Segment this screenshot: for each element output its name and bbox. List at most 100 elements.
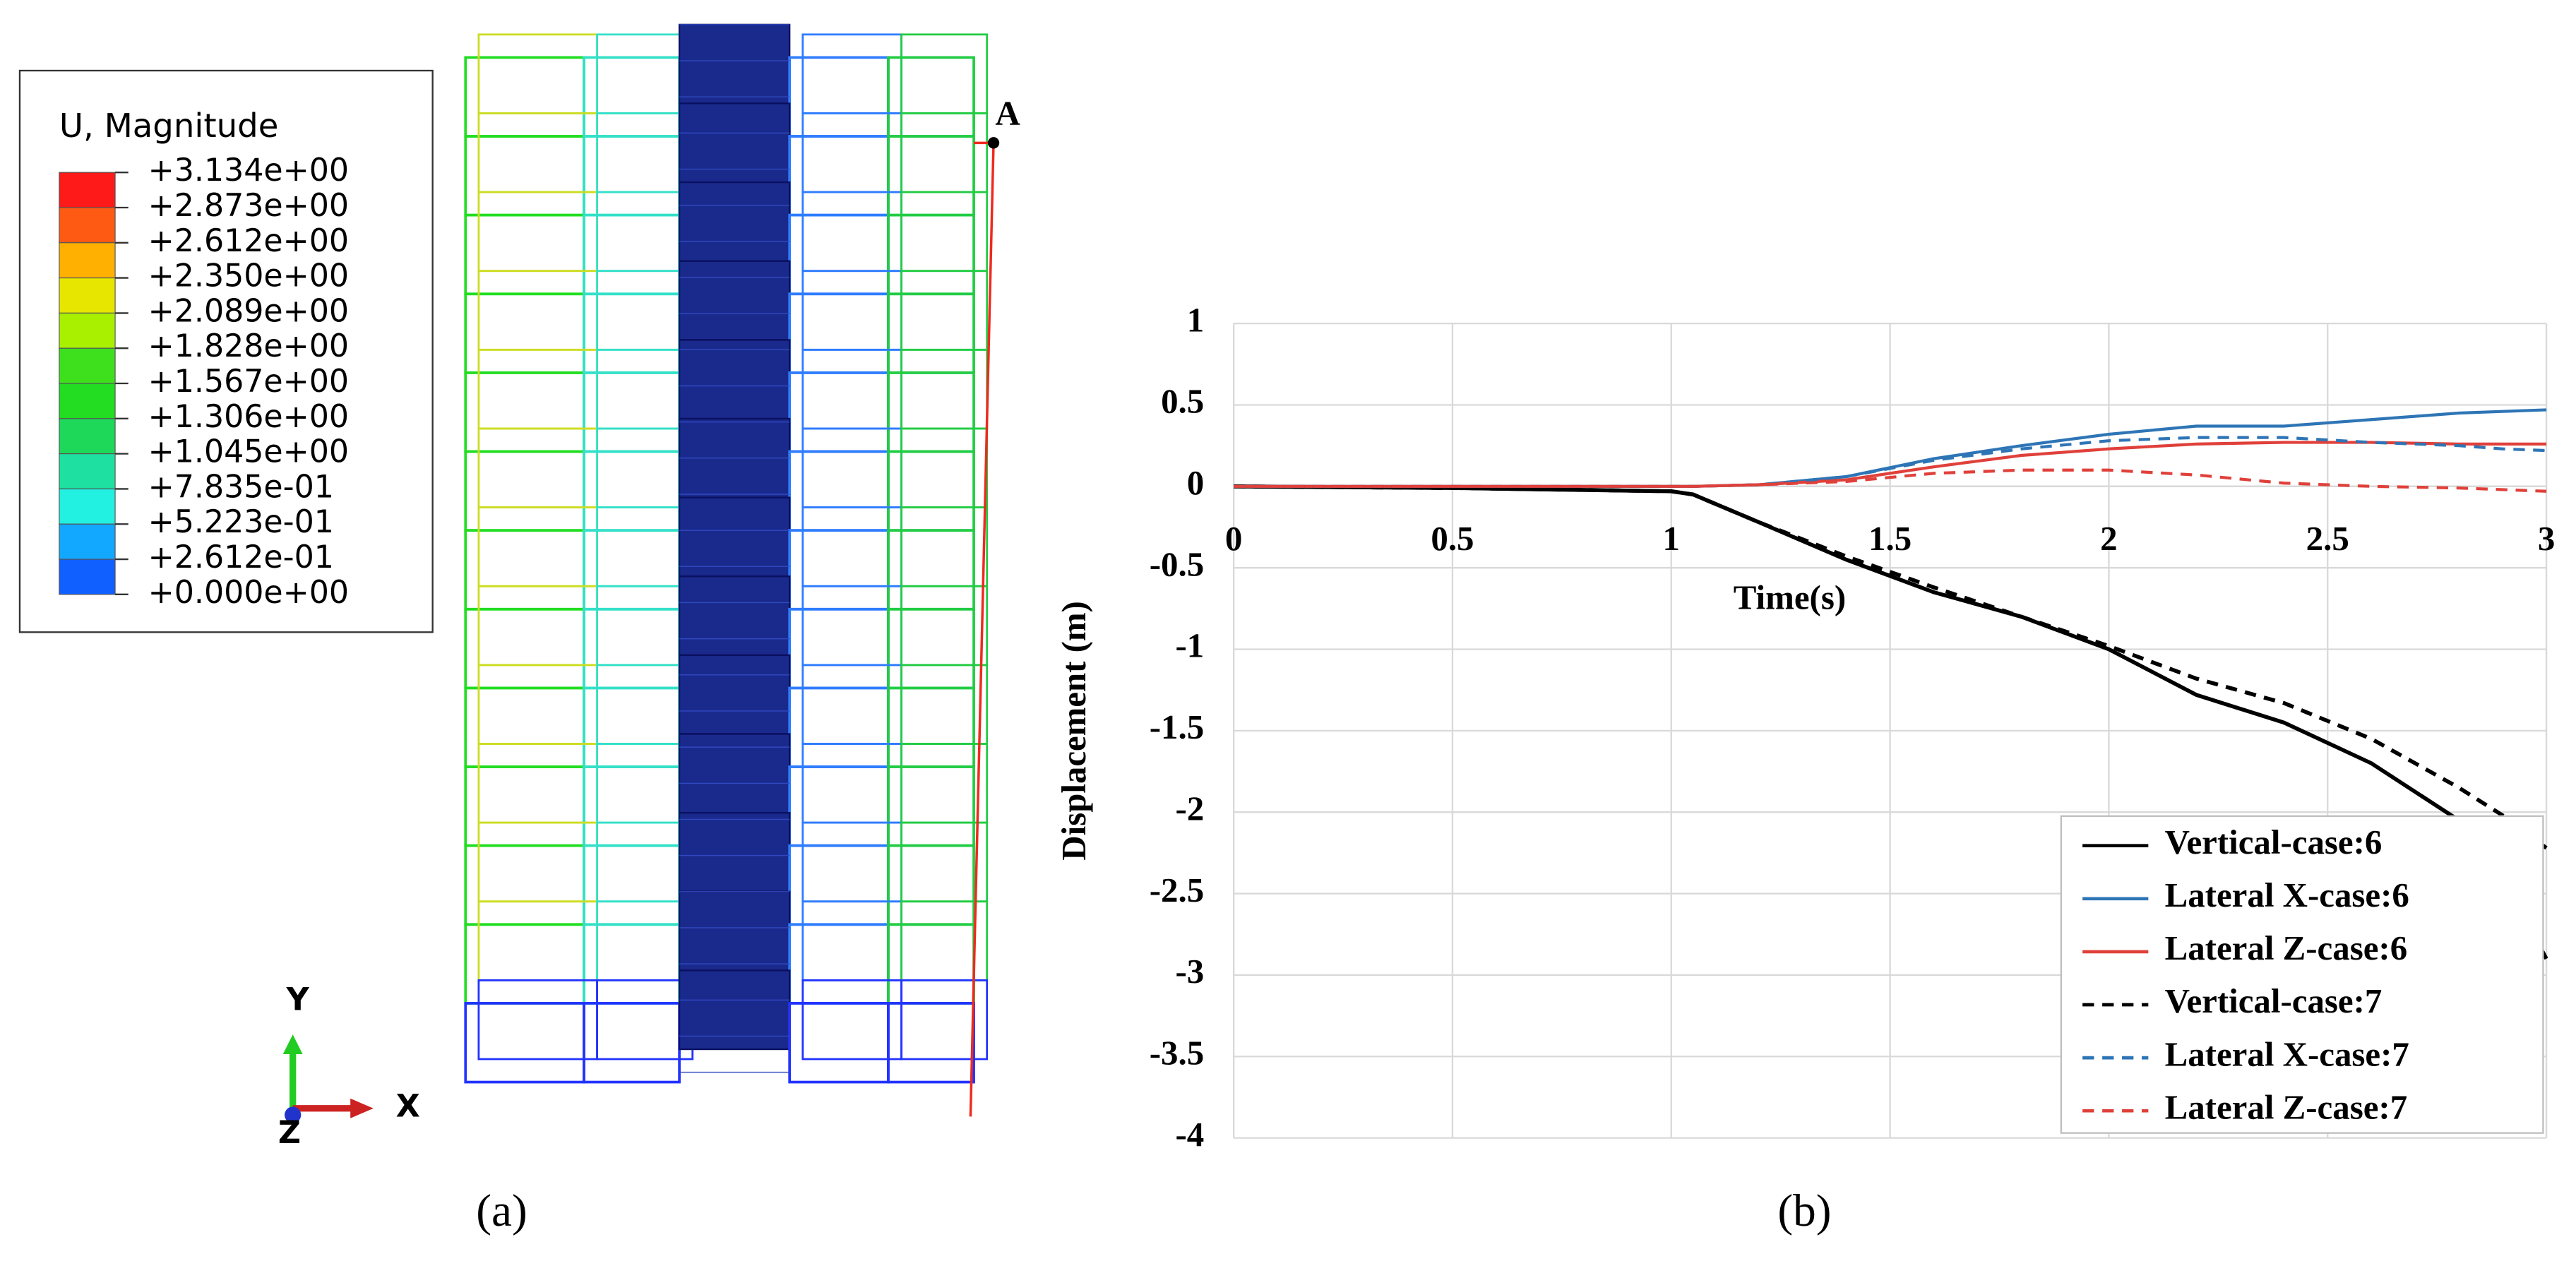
core-wall: [678, 102, 791, 184]
contour-band: [59, 488, 116, 525]
series-line: [1234, 484, 2548, 850]
caption-a: (a): [476, 1186, 527, 1236]
contour-level-label: +2.350e+00: [148, 258, 349, 294]
y-tick-label: 0.5: [1161, 382, 1204, 421]
frame-bay-back: [801, 191, 902, 273]
frame-bay-back: [801, 112, 902, 193]
contour-level-label: +7.835e-01: [148, 469, 334, 505]
frame-bay: [583, 56, 681, 138]
core-wall: [678, 260, 791, 341]
frame-bay-back: [477, 743, 599, 824]
frame-bay-back: [801, 585, 902, 667]
frame-bay-back: [477, 900, 599, 981]
frame-bay-back: [801, 427, 902, 508]
contour-band: [59, 277, 116, 313]
frame-bay-back: [801, 348, 902, 430]
y-arrow-head: [282, 1034, 303, 1055]
legend-label: Vertical-case:7: [2165, 981, 2383, 1020]
axis-z-label: Z: [278, 1115, 301, 1151]
frame-bay-back: [477, 979, 599, 1061]
contour-level-label: +2.089e+00: [148, 293, 349, 329]
frame-bay: [583, 529, 681, 611]
y-tick-label: -0.5: [1150, 544, 1204, 583]
contour-level-label: +1.567e+00: [148, 364, 349, 400]
frame-bay-back: [477, 506, 599, 587]
caption-b: (b): [1777, 1186, 1831, 1236]
frame-bay: [464, 292, 585, 374]
contour-level-label: +2.612e-01: [148, 539, 334, 575]
x-tick-label: 0.5: [1431, 519, 1474, 558]
axis-triad: Y X Z: [278, 982, 420, 1151]
core-wall: [678, 23, 791, 104]
x-tick-label: 1.5: [1868, 519, 1912, 558]
contour-level-label: +0.000e+00: [148, 575, 349, 611]
frame-bay: [583, 213, 681, 296]
frame-bay-back: [801, 821, 902, 903]
contour-level-label: +3.134e+00: [148, 153, 349, 189]
frame-bay-back: [801, 270, 902, 351]
x-tick-label: 2.5: [2306, 519, 2349, 558]
contour-level-label: +1.306e+00: [148, 399, 349, 435]
frame-bay-back: [477, 33, 599, 114]
frame-bay: [464, 686, 585, 768]
y-tick-label: -4: [1175, 1115, 1204, 1154]
legend-label: Lateral X-case:6: [2165, 876, 2409, 914]
x-axis-title: Time(s): [1734, 578, 1846, 616]
frame-bay: [464, 529, 585, 611]
core-wall: [678, 969, 791, 1051]
frame-bay: [583, 844, 681, 926]
contour-level-label: +1.828e+00: [148, 328, 349, 364]
axis-x-label: X: [396, 1089, 420, 1125]
frame-bay: [788, 56, 890, 138]
y-tick-label: -2: [1175, 789, 1204, 828]
frame-bay: [464, 1002, 585, 1084]
frame-bay-back: [477, 270, 599, 351]
frame-bay: [583, 135, 681, 217]
legend-label: Lateral Z-case:7: [2165, 1087, 2408, 1126]
frame-bay: [788, 371, 890, 453]
frame-bay-back: [477, 585, 599, 667]
contour-band: [59, 347, 116, 384]
core-wall: [678, 181, 791, 262]
contour-band: [59, 172, 116, 208]
series-line: [1234, 468, 2547, 493]
contour-legend-title: U, Magnitude: [59, 107, 279, 145]
core-wall: [678, 339, 791, 420]
contour-level-label: +2.612e+00: [148, 223, 349, 259]
y-tick-label: -3.5: [1150, 1034, 1204, 1073]
contour-band: [59, 242, 116, 279]
frame-bay: [583, 686, 681, 768]
x-tick-label: 0: [1225, 519, 1242, 558]
contour-level-label: +5.223e-01: [148, 504, 334, 540]
frame-bay: [788, 292, 890, 374]
frame-bay-back: [477, 348, 599, 430]
frame-bay: [788, 765, 890, 847]
frame-bay: [788, 844, 890, 926]
frame-bay-back: [477, 112, 599, 193]
y-tick-label: -3: [1175, 952, 1204, 991]
frame-bay: [464, 135, 585, 217]
frame-bay: [464, 844, 585, 926]
frame-bay: [464, 923, 585, 1005]
frame-bay: [583, 765, 681, 847]
point-a-label: A: [995, 93, 1020, 132]
y-tick-label: -2.5: [1150, 871, 1204, 909]
frame-bay-back: [900, 979, 989, 1061]
core-wall: [678, 654, 791, 735]
frame-bay-back: [477, 191, 599, 273]
y-tick-label: -1.5: [1150, 707, 1204, 746]
contour-band: [59, 523, 116, 560]
legend-label: Lateral X-case:7: [2165, 1034, 2409, 1073]
frame-bay: [788, 607, 890, 690]
z-dot: [285, 1106, 302, 1123]
frame-bay-back: [801, 900, 902, 981]
contour-band: [59, 559, 116, 595]
contour-band: [59, 383, 116, 419]
frame-bay: [788, 923, 890, 1005]
frame-bay: [887, 1002, 975, 1084]
y-tick-label: 0: [1187, 463, 1204, 502]
core-wall: [678, 811, 791, 892]
frame-bay: [788, 213, 890, 296]
frame-bay-back: [477, 427, 599, 508]
